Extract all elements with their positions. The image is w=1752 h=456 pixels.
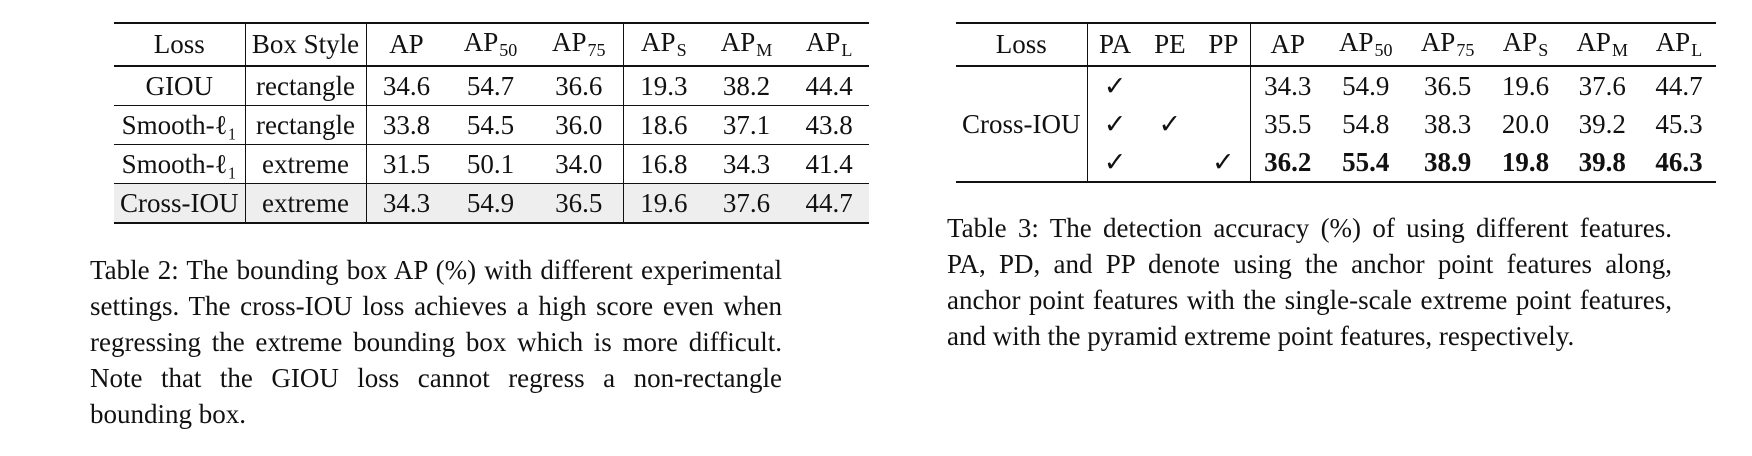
value-cell: 18.6 (623, 105, 704, 145)
table3-header-apm: APM (1562, 22, 1642, 67)
box-style-cell: rectangle (245, 105, 367, 145)
checkmark-cell: ✓ (1087, 65, 1143, 105)
table3-header-pp: PP (1197, 22, 1251, 67)
value-cell: 39.2 (1578, 108, 1626, 139)
table2-header-ap50: AP50 (446, 22, 535, 67)
table-row: ✓ ✓ 35.5 54.8 38.3 20.0 39.2 45.3 (956, 105, 1716, 143)
value-cell: 54.5 (446, 105, 535, 145)
checkmark-cell (1197, 65, 1251, 105)
table3-header-ap75: AP75 (1406, 22, 1489, 67)
value-cell: 31.5 (366, 144, 447, 184)
value-cell: 36.5 (534, 183, 624, 224)
table-row: Cross-IOU ✓ 34.3 54.9 36.5 19.6 37.6 44.… (956, 65, 1716, 183)
table-row-best: ✓ ✓ 36.2 55.4 38.9 19.8 39.8 46.3 (956, 143, 1716, 183)
box-style-cell: extreme (245, 183, 367, 224)
value-cell: 34.0 (534, 144, 624, 184)
table3-header-apl: APL (1641, 22, 1716, 67)
checkmark-cell: ✓ (1197, 143, 1251, 183)
checkmark-cell: ✓ (1158, 108, 1182, 139)
table3-header-aps: APS (1488, 22, 1563, 67)
value-cell: 19.6 (623, 183, 704, 224)
table2-header-loss: Loss (114, 22, 246, 67)
box-style-cell: extreme (245, 144, 367, 184)
table3-header-ap50: AP50 (1324, 22, 1407, 67)
table2-header-ap: AP (366, 22, 447, 67)
value-cell: 19.3 (623, 65, 704, 106)
value-cell: 19.6 (1488, 65, 1563, 105)
value-cell: 44.7 (1641, 65, 1716, 105)
table2-header-apm: APM (703, 22, 790, 67)
value-cell: 39.8 (1562, 143, 1642, 183)
table3-caption: Table 3: The detection accuracy (%) of u… (947, 213, 1672, 351)
table-row-highlighted: Cross-IOU extreme 34.3 54.9 36.5 19.6 37… (114, 183, 869, 224)
loss-cell: Smooth-ℓ₁ (114, 105, 246, 145)
value-cell: 54.9 (1324, 65, 1407, 105)
loss-cell: Cross-IOU (956, 65, 1088, 183)
table2-caption: Table 2: The bounding box AP (%) with di… (90, 255, 782, 429)
value-cell: 44.7 (789, 183, 869, 224)
checkmark-cell (1197, 105, 1251, 143)
value-cell: 54.8 (1342, 108, 1390, 139)
value-cell: 34.6 (366, 65, 447, 106)
table2: Loss Box Style AP AP50 AP75 APS APM APL … (114, 22, 869, 224)
value-cell: 38.3 (1423, 108, 1472, 139)
value-cell: 37.6 (703, 183, 790, 224)
value-cell: 19.8 (1488, 143, 1563, 183)
value-cell: 34.3 (366, 183, 447, 224)
checkmark-cell: ✓ (1087, 143, 1143, 183)
value-cell: 33.8 (366, 105, 447, 145)
table3-header-row: Loss PA PE PP AP AP50 AP75 APS APM APL (956, 22, 1716, 67)
table2-panel: Loss Box Style AP AP50 AP75 APS APM APL … (90, 22, 880, 432)
value-cell: 54.7 (446, 65, 535, 106)
table2-header-apl: APL (789, 22, 869, 67)
table3-header-pa: PA (1087, 22, 1143, 67)
table3-header-loss: Loss (956, 22, 1088, 67)
table2-header-ap75: AP75 (534, 22, 624, 67)
value-cell: 34.3 (1250, 65, 1325, 105)
value-cell: 54.9 (446, 183, 535, 224)
value-cell: 37.1 (703, 105, 790, 145)
value-cell: 44.4 (789, 65, 869, 106)
table2-header-row: Loss Box Style AP AP50 AP75 APS APM APL (114, 22, 869, 67)
value-cell: 50.1 (446, 144, 535, 184)
table3-header-pe: PE (1142, 22, 1198, 67)
loss-cell: Cross-IOU (114, 183, 246, 224)
value-cell: 38.9 (1406, 143, 1489, 183)
table3-header-ap: AP (1250, 22, 1325, 67)
value-cell: 36.6 (534, 65, 624, 106)
table3: Loss PA PE PP AP AP50 AP75 APS APM APL C… (956, 22, 1716, 183)
value-cell: 16.8 (623, 144, 704, 184)
value-cell: 38.2 (703, 65, 790, 106)
value-cell: 36.0 (534, 105, 624, 145)
table2-header-aps: APS (623, 22, 704, 67)
table3-panel: Loss PA PE PP AP AP50 AP75 APS APM APL C… (947, 22, 1722, 354)
loss-cell: Smooth-ℓ₁ (114, 144, 246, 184)
value-cell: 55.4 (1324, 143, 1407, 183)
value-cell: 41.4 (789, 144, 869, 184)
value-cell: 36.2 (1250, 143, 1325, 183)
value-cell: 45.3 (1655, 108, 1703, 139)
value-cell: 20.0 (1501, 108, 1550, 139)
value-cell: 43.8 (789, 105, 869, 145)
checkmark-cell: ✓ (1103, 108, 1127, 139)
checkmark-cell (1142, 143, 1198, 183)
table-row: GIOU rectangle 34.6 54.7 36.6 19.3 38.2 … (114, 65, 869, 106)
box-style-cell: rectangle (245, 65, 367, 106)
loss-cell: GIOU (114, 65, 246, 106)
value-cell: 37.6 (1562, 65, 1642, 105)
value-cell: 36.5 (1406, 65, 1489, 105)
table-row: Smooth-ℓ₁ rectangle 33.8 54.5 36.0 18.6 … (114, 105, 869, 145)
value-cell: 34.3 (703, 144, 790, 184)
table-row: Smooth-ℓ₁ extreme 31.5 50.1 34.0 16.8 34… (114, 144, 869, 184)
value-cell: 35.5 (1264, 108, 1312, 139)
value-cell: 46.3 (1641, 143, 1716, 183)
checkmark-cell (1142, 65, 1198, 105)
table2-header-box-style: Box Style (245, 22, 367, 67)
